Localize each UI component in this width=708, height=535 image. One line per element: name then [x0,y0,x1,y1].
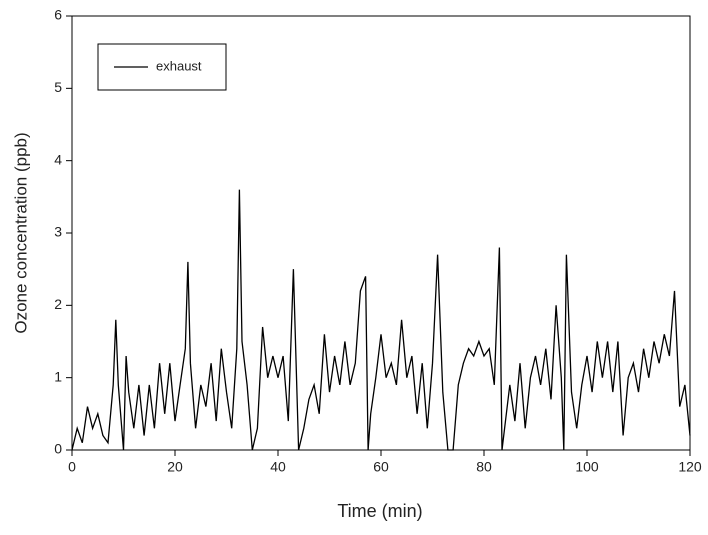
x-axis-label: Time (min) [337,501,422,521]
x-tick-label: 20 [167,459,183,475]
x-tick-label: 0 [68,459,76,475]
data-line [71,189,691,451]
x-tick-label: 80 [476,459,492,475]
y-tick-label: 4 [54,151,62,167]
y-tick-label: 5 [54,79,62,95]
plot-frame [71,15,691,451]
y-axis-label: Ozone concentration (ppb) [11,132,30,333]
y-tick-label: 1 [54,368,62,384]
y-tick-label: 6 [54,7,62,23]
x-tick-label: 40 [270,459,286,475]
y-tick-label: 2 [54,296,62,312]
x-tick-label: 100 [575,459,599,475]
x-tick-label: 120 [678,459,702,475]
y-tick-label: 3 [54,224,62,240]
legend-box [97,43,227,91]
legend-label: exhaust [156,58,202,73]
x-tick-label: 60 [373,459,389,475]
y-tick-label: 0 [54,441,62,457]
